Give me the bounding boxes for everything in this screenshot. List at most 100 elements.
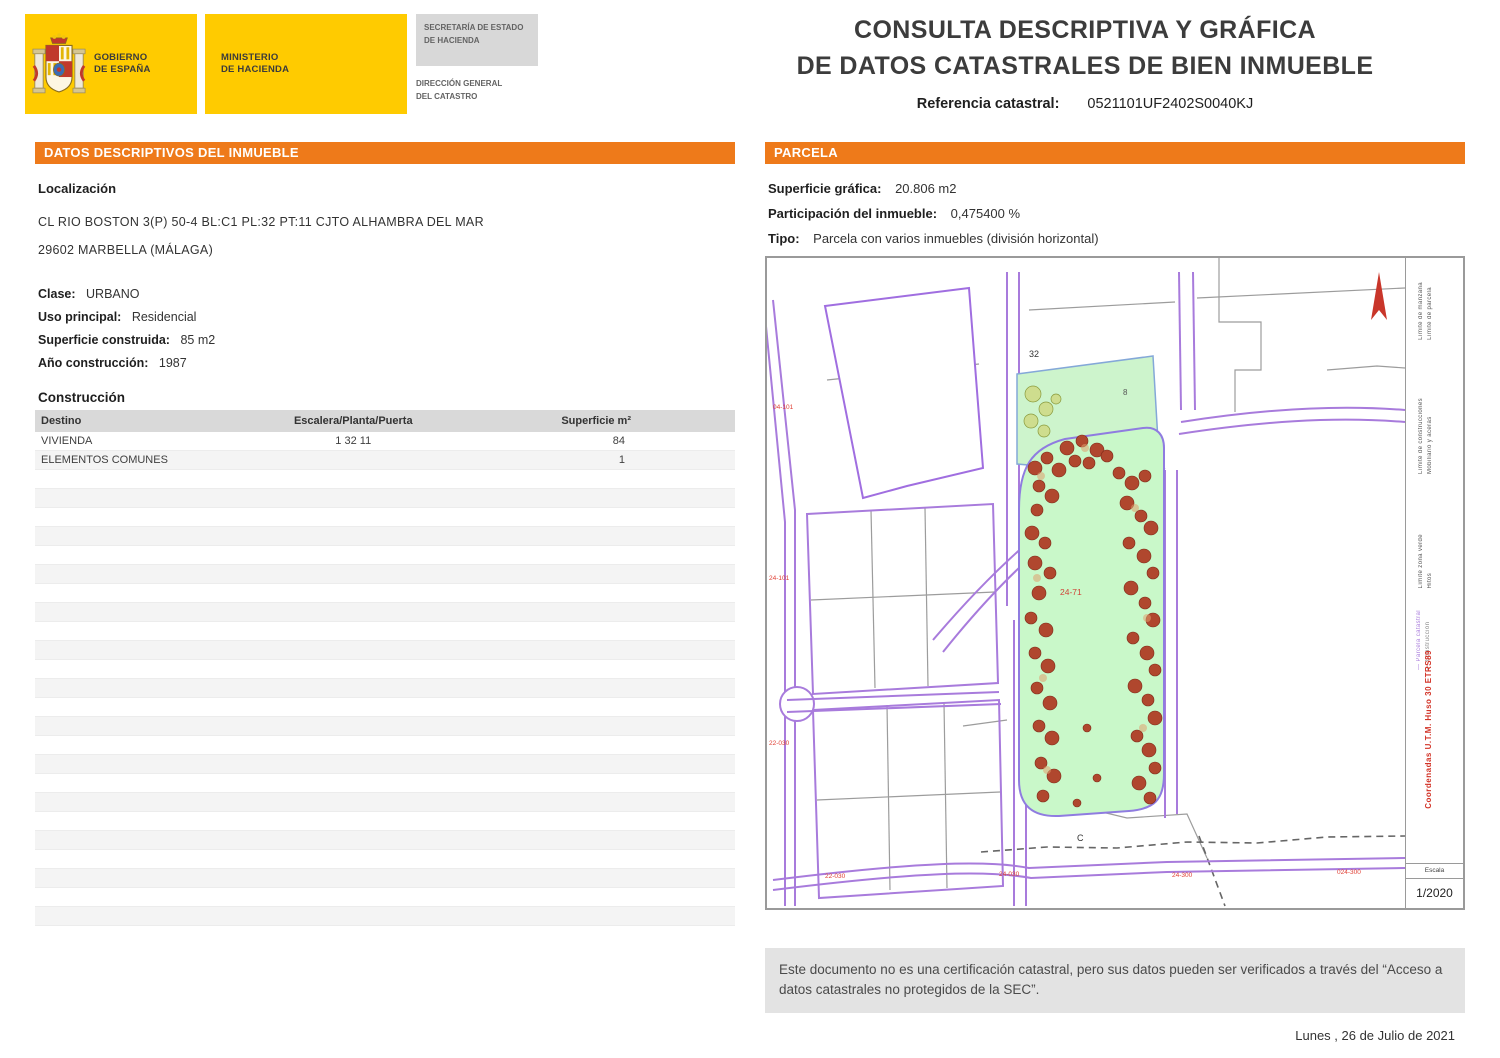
scale-value: 1/2020 [1416, 886, 1453, 900]
table-cell [455, 716, 735, 736]
banner-divider [197, 14, 205, 114]
referencia-catastral-row: Referencia catastral: 0521101UF2402S0040K… [740, 96, 1430, 112]
table-cell: ELEMENTOS COMUNES [35, 450, 252, 470]
table-row [35, 849, 735, 869]
localizacion-label: Localización [38, 181, 117, 196]
scale-label: Escala [1406, 864, 1463, 879]
parcel-highlight [1018, 426, 1165, 818]
table-cell [251, 906, 456, 926]
table-cell [35, 678, 252, 698]
table-cell [455, 792, 735, 812]
table-cell [35, 830, 252, 850]
table-cell [455, 754, 735, 774]
table-row [35, 887, 735, 907]
tipo-label: Tipo: [768, 231, 800, 246]
street-label: 22-030 [769, 740, 790, 747]
referencia-value: 0521101UF2402S0040KJ [1087, 96, 1254, 112]
table-cell [251, 602, 456, 622]
table-row [35, 545, 735, 565]
table-row [35, 735, 735, 755]
table-cell [251, 792, 456, 812]
table-cell [35, 716, 252, 736]
table-cell [455, 887, 735, 907]
map-legend-group-2: Límite de construcciones Mobiliario y ac… [1418, 398, 1433, 474]
clase-field: Clase: URBANO [38, 283, 215, 306]
table-cell [251, 640, 456, 660]
table-header-row: Destino Escalera/Planta/Puerta Superfici… [35, 410, 735, 432]
col-destino: Destino [35, 410, 252, 432]
table-cell [251, 526, 456, 546]
map-legend-group-1: Límite de manzana Límite de parcela [1418, 282, 1433, 340]
table-cell [35, 773, 252, 793]
construccion-label: Construcción [38, 390, 126, 405]
table-cell [35, 583, 252, 603]
table-row: VIVIENDA 1 32 11 84 [35, 432, 735, 451]
clase-value: URBANO [86, 287, 140, 301]
participacion-label: Participación del inmueble: [768, 206, 938, 221]
table-cell [35, 697, 252, 717]
table-cell [35, 526, 252, 546]
table-cell [455, 564, 735, 584]
table-cell [251, 564, 456, 584]
table-cell [251, 583, 456, 603]
table-cell [35, 887, 252, 907]
secretaria-box: SECRETARÍA DE ESTADO DE HACIENDA [416, 14, 538, 66]
referencia-label: Referencia catastral: [916, 96, 1060, 112]
table-cell: 1 [455, 450, 735, 470]
table-row [35, 792, 735, 812]
marker-8-label: 8 [1123, 388, 1128, 397]
gobierno-label: GOBIERNO DE ESPAÑA [94, 51, 151, 75]
legend-item: Límite de manzana [1418, 282, 1424, 340]
table-cell [455, 830, 735, 850]
buildings-red [1024, 434, 1163, 808]
table-row [35, 602, 735, 622]
title-line-2: DE DATOS CATASTRALES DE BIEN INMUEBLE [796, 52, 1374, 80]
table-row [35, 716, 735, 736]
anio-field: Año construcción: 1987 [38, 352, 215, 375]
col-escalera-planta-puerta: Escalera/Planta/Puerta [251, 410, 456, 432]
table-row: ELEMENTOS COMUNES 1 [35, 450, 735, 470]
participacion-field: Participación del inmueble: 0,475400 % [768, 201, 1099, 226]
uso-value: Residencial [131, 310, 197, 324]
table-cell [251, 450, 456, 470]
north-arrow-icon [1371, 272, 1387, 320]
legend-item: Límite de construcciones [1418, 398, 1424, 474]
table-cell [455, 526, 735, 546]
table-cell [455, 488, 735, 508]
table-cell: 84 [455, 432, 735, 451]
table-cell [35, 735, 252, 755]
section-header-inmueble: DATOS DESCRIPTIVOS DEL INMUEBLE [35, 142, 735, 164]
table-cell: 1 32 11 [251, 432, 456, 451]
table-cell [455, 469, 735, 489]
table-cell [455, 906, 735, 926]
table-row [35, 564, 735, 584]
street-label: 024-300 [1337, 869, 1361, 876]
table-row [35, 773, 735, 793]
table-cell [251, 887, 456, 907]
scale-box: Escala 1/2020 [1406, 863, 1463, 908]
table-cell [251, 754, 456, 774]
table-cell [251, 545, 456, 565]
table-cell [35, 906, 252, 926]
table-row [35, 507, 735, 527]
table-cell [35, 507, 252, 527]
map-canvas: 32 8 24-71 C 04-101 24-101 22-030 22-030… [764, 258, 1406, 908]
direccion-general-label: DIRECCIÓN GENERAL DEL CATASTRO [416, 79, 503, 101]
table-cell [35, 545, 252, 565]
table-row [35, 469, 735, 489]
table-cell [251, 469, 456, 489]
label-c: C [1077, 833, 1084, 843]
title-line-1: CONSULTA DESCRIPTIVA Y GRÁFICA [853, 16, 1317, 44]
col-superficie: Superficie m² [455, 410, 735, 432]
table-cell [35, 640, 252, 660]
buildings-red-highlights [1033, 444, 1151, 774]
table-row [35, 906, 735, 926]
table-row [35, 488, 735, 508]
table-cell [251, 507, 456, 527]
document-date: Lunes , 26 de Julio de 2021 [1295, 1028, 1455, 1043]
table-cell [35, 564, 252, 584]
table-row [35, 697, 735, 717]
table-cell [251, 621, 456, 641]
table-cell [35, 754, 252, 774]
